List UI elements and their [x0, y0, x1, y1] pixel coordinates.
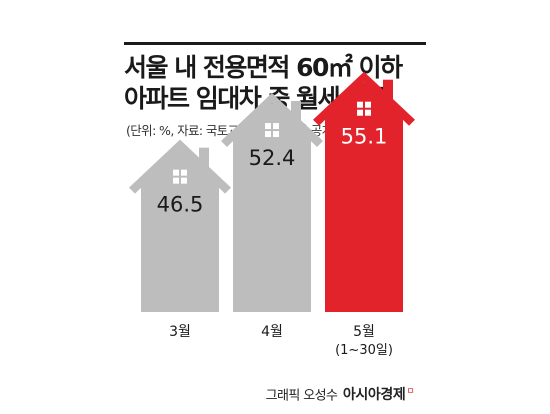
house-body	[233, 103, 311, 312]
house-window-pane-2	[273, 123, 279, 130]
data-label-3: 55.1	[341, 125, 388, 149]
house-window-pane-1	[357, 101, 363, 108]
house-window-pane-2	[181, 169, 187, 176]
house-window-pane-2	[365, 101, 371, 108]
house-bar-3: 55.1	[313, 71, 415, 313]
x-tick-label-3: 5월	[353, 324, 375, 340]
brand-logo-text: 아시아경제	[342, 387, 406, 404]
house-window-pane-1	[265, 123, 271, 130]
house-window-pane-4	[273, 131, 279, 138]
house-bar-1: 46.5	[129, 139, 231, 312]
x-tick-label-2: 4월	[261, 324, 283, 340]
house-window-pane-4	[181, 177, 187, 184]
house-roof	[129, 139, 231, 194]
house-bar-2: 52.4	[221, 93, 323, 312]
x-tick-label-1: 3월	[169, 324, 191, 340]
data-label-2: 52.4	[249, 146, 296, 170]
house-chimney	[383, 79, 393, 102]
data-label-1: 46.5	[157, 193, 204, 217]
graphic-credit: 그래픽 오성수 아시아경제ㅁ	[265, 384, 415, 404]
house-window-pane-3	[173, 177, 179, 184]
chart-title-line-1: 서울 내 전용면적 60㎡ 이하	[124, 53, 403, 82]
x-tick-sublabel-3: (1~30일)	[335, 343, 393, 358]
house-roof	[221, 93, 323, 148]
credit-byline: 그래픽 오성수	[265, 388, 338, 404]
brand-mark-icon: ㅁ	[406, 387, 414, 397]
house-body	[141, 149, 219, 312]
house-roof	[313, 71, 415, 126]
house-chimney	[199, 147, 209, 170]
title-rule	[124, 42, 426, 45]
house-chimney	[291, 101, 301, 124]
house-window-pane-3	[265, 131, 271, 138]
house-window-pane-1	[173, 169, 179, 176]
house-window-pane-3	[357, 109, 363, 116]
house-window-pane-4	[365, 109, 371, 116]
house-body	[325, 81, 403, 313]
